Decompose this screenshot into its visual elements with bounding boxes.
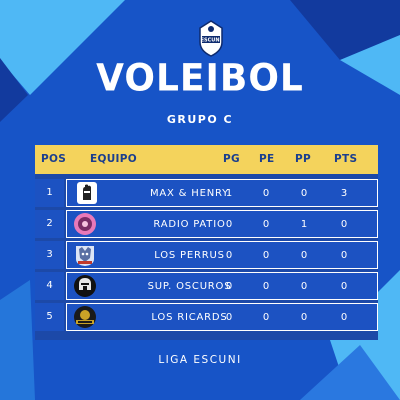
games-won: 0 [225, 219, 233, 230]
position: 1 [46, 187, 53, 198]
games-lost: 0 [300, 188, 308, 199]
header-pe: PE [259, 153, 275, 165]
position: 5 [46, 311, 53, 322]
dark-helmet-badge-icon [74, 275, 96, 297]
dog-badge-icon [76, 246, 94, 266]
table-row: 4 SUP. OSCUROS 0 0 0 0 [35, 272, 378, 300]
games-won: 1 [225, 188, 233, 199]
position-cell: 3 [35, 241, 64, 269]
position-cell: 5 [35, 303, 64, 331]
games-won: 0 [225, 312, 233, 323]
games-won: 0 [225, 281, 233, 292]
table-header: POS EQUIPO PG PE PP PTS [35, 145, 378, 174]
team-cell: MAX & HENRY 1 0 0 3 [66, 179, 378, 207]
position-cell: 4 [35, 272, 64, 300]
games-won: 0 [225, 250, 233, 261]
games-drawn: 0 [262, 188, 270, 199]
table-row: 5 LOS RICARDS 0 0 0 0 [35, 303, 378, 331]
games-drawn: 0 [262, 312, 270, 323]
points: 0 [340, 219, 348, 230]
footer-league-name: LIGA ESCUNI [158, 354, 242, 366]
ricards-badge-icon [74, 306, 96, 328]
page-subtitle: GRUPO C [166, 113, 234, 126]
header-team: EQUIPO [90, 153, 137, 165]
team-name: LOS PERRUS [154, 250, 225, 261]
league-logo-icon: ESCUNI [199, 20, 223, 57]
games-lost: 0 [300, 281, 308, 292]
page-title: VOLEIBOL [96, 56, 304, 101]
points: 0 [340, 312, 348, 323]
points: 0 [340, 281, 348, 292]
position-cell: 2 [35, 210, 64, 238]
header-pg: PG [223, 153, 240, 165]
header-pos: POS [41, 153, 67, 165]
points: 0 [340, 250, 348, 261]
position: 4 [46, 280, 53, 291]
games-drawn: 0 [262, 219, 270, 230]
games-lost: 1 [300, 219, 308, 230]
team-name: LOS RICARDS [151, 312, 228, 323]
games-lost: 0 [300, 250, 308, 261]
team-name: RADIO PATIO [153, 219, 226, 230]
logo-text: ESCUNI [201, 38, 222, 44]
header-pts: PTS [334, 153, 358, 165]
glove-badge-icon [77, 182, 97, 204]
header-pp: PP [295, 153, 311, 165]
team-name: SUP. OSCUROS [147, 281, 232, 292]
standings-table: POS EQUIPO PG PE PP PTS 1 MAX & HENRY 1 … [35, 145, 378, 340]
games-lost: 0 [300, 312, 308, 323]
table-row: 1 MAX & HENRY 1 0 0 3 [35, 179, 378, 207]
pink-ball-badge-icon [74, 213, 96, 235]
position-cell: 1 [35, 179, 64, 207]
games-drawn: 0 [262, 281, 270, 292]
position: 2 [46, 218, 53, 229]
table-row: 2 RADIO PATIO 0 0 1 0 [35, 210, 378, 238]
team-cell: LOS PERRUS 0 0 0 0 [66, 241, 378, 269]
team-cell: SUP. OSCUROS 0 0 0 0 [66, 272, 378, 300]
games-drawn: 0 [262, 250, 270, 261]
team-cell: RADIO PATIO 0 0 1 0 [66, 210, 378, 238]
team-cell: LOS RICARDS 0 0 0 0 [66, 303, 378, 331]
points: 3 [340, 188, 348, 199]
table-row: 3 LOS PERRUS 0 0 0 0 [35, 241, 378, 269]
team-name: MAX & HENRY [149, 188, 229, 199]
position: 3 [46, 249, 53, 260]
